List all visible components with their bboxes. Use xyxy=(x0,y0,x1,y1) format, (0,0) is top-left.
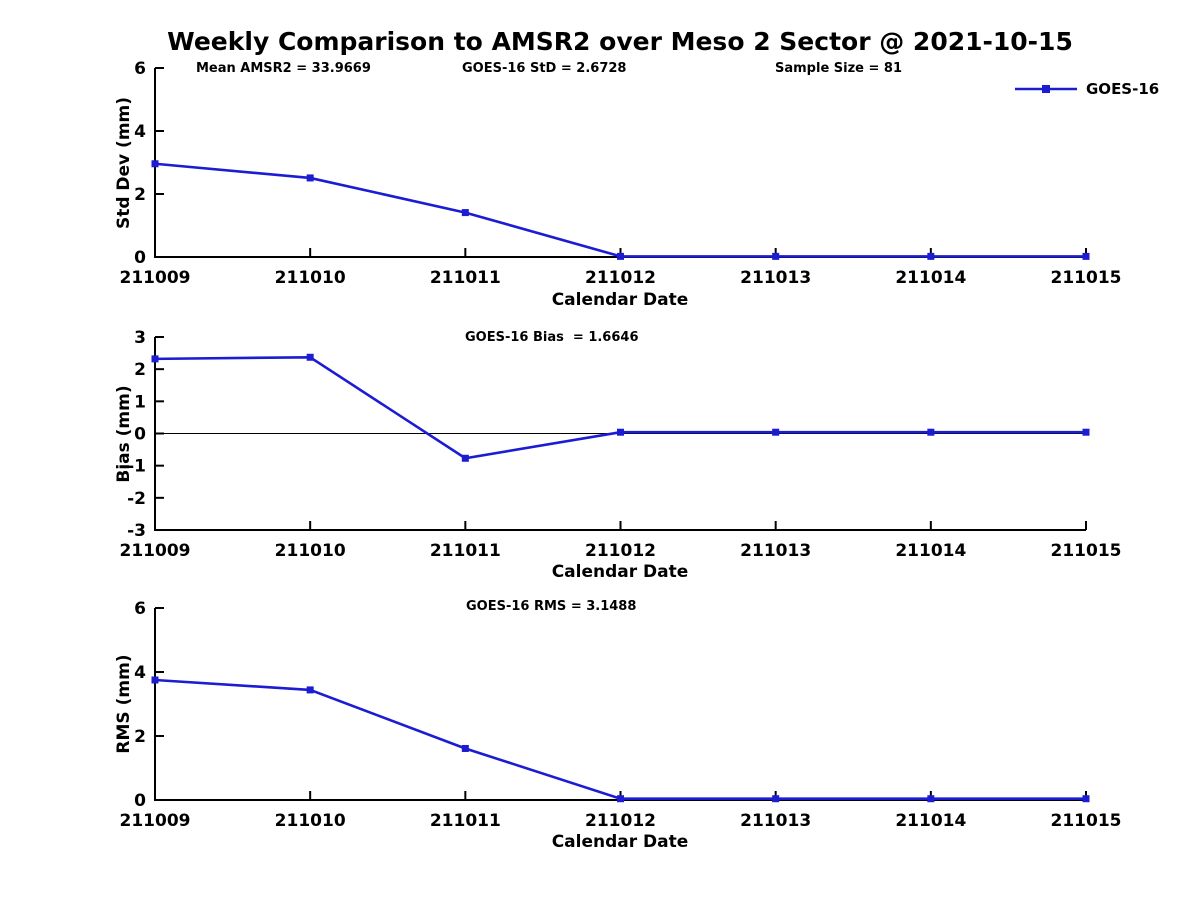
bias-y-tick-label: -1 xyxy=(127,457,146,477)
bias-data-marker xyxy=(617,428,624,436)
bias-x-tick-label: 211012 xyxy=(585,541,656,561)
rms-x-tick-label: 211012 xyxy=(585,811,656,831)
bias-data-marker xyxy=(1082,428,1090,436)
bias-data-marker xyxy=(461,454,469,462)
rms-x-tick-label: 211010 xyxy=(275,811,346,831)
legend: GOES-16 xyxy=(1014,80,1159,98)
legend-line-sample xyxy=(1015,85,1077,93)
annotation-goes16-rms: GOES-16 RMS = 3.1488 xyxy=(466,599,637,614)
std-dev-x-tick-label: 211010 xyxy=(275,268,346,288)
std-dev-data-marker xyxy=(461,209,469,217)
annotation-sample-size: Sample Size = 81 xyxy=(775,61,903,76)
rms-data-marker xyxy=(151,676,159,684)
rms-x-tick-label: 211009 xyxy=(120,811,191,831)
annotation-goes16-std: GOES-16 StD = 2.6728 xyxy=(462,61,627,76)
rms-data-marker xyxy=(617,795,624,803)
figure-title: Weekly Comparison to AMSR2 over Meso 2 S… xyxy=(167,27,1073,56)
rms-y-tick-label: 0 xyxy=(134,791,146,811)
rms-data-marker xyxy=(306,686,314,694)
std-dev-data-marker xyxy=(617,252,624,260)
annotation-goes16-bias: GOES-16 Bias = 1.6646 xyxy=(465,330,639,345)
rms-data-marker xyxy=(461,744,469,752)
bias-y-tick-label: -2 xyxy=(127,489,146,509)
legend-marker xyxy=(1042,85,1050,93)
x-axis-label-rms: Calendar Date xyxy=(551,832,689,852)
std-dev-x-tick-label: 211015 xyxy=(1051,268,1122,288)
bias-y-tick-label: -3 xyxy=(127,521,146,541)
std-dev-data-marker xyxy=(772,252,780,260)
rms-data-marker xyxy=(1082,795,1090,803)
std-dev-data-marker xyxy=(1082,252,1090,260)
rms-x-tick-label: 211014 xyxy=(895,811,966,831)
bias-x-tick-label: 211010 xyxy=(275,541,346,561)
legend-label: GOES-16 xyxy=(1086,80,1160,98)
y-axis-label-stddev: Std Dev (mm) xyxy=(114,96,134,230)
bias-x-tick-label: 211009 xyxy=(120,541,191,561)
rms-x-tick-label: 211011 xyxy=(430,811,501,831)
rms-series-line xyxy=(154,678,1086,801)
std-dev-data-marker xyxy=(151,160,159,168)
bias-series-line xyxy=(154,355,1086,460)
bias-data-marker xyxy=(772,428,780,436)
std-dev-x-tick-label: 211011 xyxy=(430,268,501,288)
std-dev-series-line xyxy=(154,162,1086,258)
std-dev-y-tick-label: 0 xyxy=(134,248,146,268)
rms-y-tick-label: 2 xyxy=(134,727,146,747)
rms-x-tick-label: 211015 xyxy=(1051,811,1122,831)
std-dev-data-marker xyxy=(927,252,935,260)
bias-x-tick-label: 211015 xyxy=(1051,541,1122,561)
bias-data-marker xyxy=(927,428,935,436)
bias-y-tick-label: 1 xyxy=(134,392,146,412)
std-dev-y-tick-label: 4 xyxy=(134,122,146,142)
bias-y-tick-label: 2 xyxy=(134,360,146,380)
rms-y-tick-label: 6 xyxy=(134,599,146,619)
annotation-mean-amsr2: Mean AMSR2 = 33.9669 xyxy=(196,61,371,76)
rms-x-tick-label: 211013 xyxy=(740,811,811,831)
std-dev-y-tick-label: 2 xyxy=(134,185,146,205)
std-dev-x-tick-label: 211012 xyxy=(585,268,656,288)
bias-x-tick-label: 211011 xyxy=(430,541,501,561)
bias-data-marker xyxy=(306,353,314,361)
bias-data-marker xyxy=(151,355,159,363)
x-axis-label-bias: Calendar Date xyxy=(551,562,689,582)
bias-y-tick-label: 0 xyxy=(134,425,146,445)
rms-y-tick-label: 4 xyxy=(134,663,146,683)
std-dev-x-tick-label: 211009 xyxy=(120,268,191,288)
y-axis-label-bias: Bias (mm) xyxy=(114,385,134,483)
rms-data-marker xyxy=(772,795,780,803)
std-dev-data-marker xyxy=(306,174,314,182)
bias-y-tick-label: 3 xyxy=(134,328,146,348)
y-axis-label-rms: RMS (mm) xyxy=(114,654,134,754)
std-dev-x-tick-label: 211013 xyxy=(740,268,811,288)
std-dev-x-tick-label: 211014 xyxy=(895,268,966,288)
bias-x-tick-label: 211014 xyxy=(895,541,966,561)
x-axis-label-stddev: Calendar Date xyxy=(551,290,689,310)
std-dev-y-tick-label: 6 xyxy=(134,59,146,79)
bias-x-tick-label: 211013 xyxy=(740,541,811,561)
rms-data-marker xyxy=(927,795,935,803)
